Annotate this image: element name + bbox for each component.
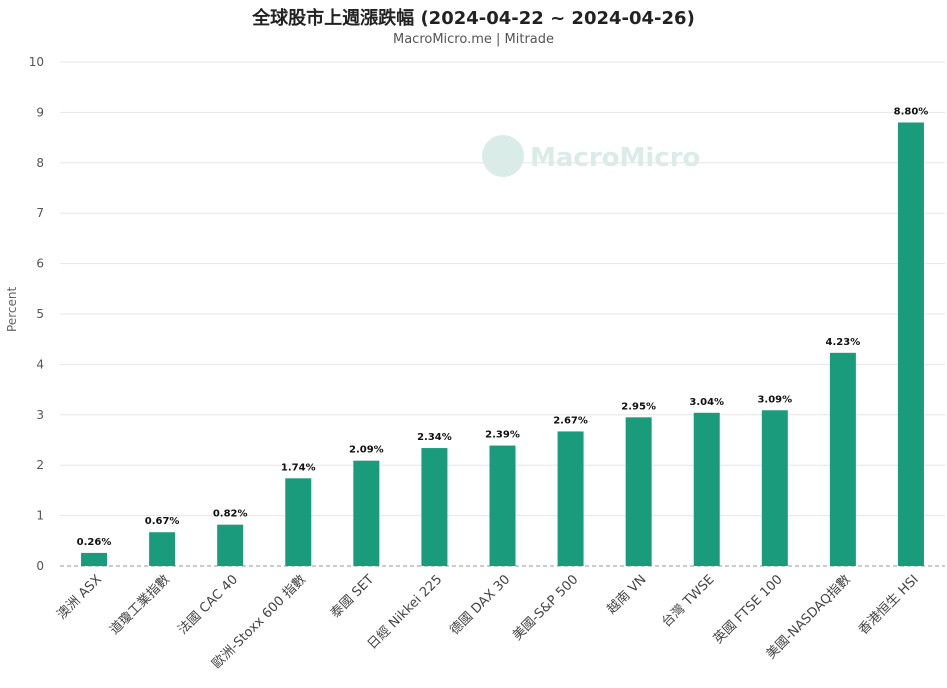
x-tick-label: 越南 VN xyxy=(604,572,650,618)
bar[interactable] xyxy=(353,460,380,566)
y-tick-label: 0 xyxy=(36,559,44,573)
data-label: 2.67% xyxy=(553,415,588,426)
data-label: 2.95% xyxy=(621,401,656,412)
data-label: 2.34% xyxy=(417,432,452,443)
bar[interactable] xyxy=(829,352,856,566)
data-label: 0.82% xyxy=(213,509,248,520)
bar[interactable] xyxy=(81,552,108,566)
y-tick-label: 6 xyxy=(36,257,44,271)
data-label: 2.39% xyxy=(485,430,520,441)
y-tick-label: 8 xyxy=(36,156,44,170)
bar[interactable] xyxy=(489,445,516,566)
x-tick-label: 美國-S&P 500 xyxy=(510,572,581,643)
x-tick-label: 德國 DAX 30 xyxy=(447,572,513,638)
chart-subtitle: MacroMicro.me | Mitrade xyxy=(392,32,555,47)
watermark-logo-icon xyxy=(482,135,524,177)
y-tick-label: 10 xyxy=(29,55,44,69)
x-tick-label: 澳洲 ASX xyxy=(54,571,105,622)
x-tick-label: 香港恒生 HSI xyxy=(856,572,922,638)
data-label: 0.67% xyxy=(145,516,180,527)
data-label: 3.09% xyxy=(757,394,792,405)
bar[interactable] xyxy=(421,448,448,566)
y-tick-label: 1 xyxy=(36,509,44,523)
bar[interactable] xyxy=(897,122,924,566)
x-tick-label: 台灣 TWSE xyxy=(659,572,717,630)
data-label: 2.09% xyxy=(349,445,384,456)
watermark-text: MacroMicro xyxy=(530,143,700,173)
x-tick-label: 英國 FTSE 100 xyxy=(711,572,786,647)
data-label: 8.80% xyxy=(894,106,929,117)
bar[interactable] xyxy=(285,478,312,566)
bar[interactable] xyxy=(761,410,788,566)
x-tick-label: 道瓊工業指數 xyxy=(106,572,172,638)
bar[interactable] xyxy=(557,431,584,566)
data-label: 4.23% xyxy=(826,337,861,348)
y-tick-label: 9 xyxy=(36,105,44,119)
data-label: 1.74% xyxy=(281,462,316,473)
x-tick-label: 法國 CAC 40 xyxy=(176,572,242,638)
y-tick-label: 2 xyxy=(36,458,44,472)
data-label: 3.04% xyxy=(689,397,724,408)
bar[interactable] xyxy=(625,417,652,566)
y-tick-label: 7 xyxy=(36,206,44,220)
y-tick-label: 3 xyxy=(36,408,44,422)
data-label: 0.26% xyxy=(77,537,112,548)
x-tick-label: 日經 Nikkei 225 xyxy=(365,572,445,652)
bar[interactable] xyxy=(217,524,244,566)
x-tick-label: 泰國 SET xyxy=(328,572,377,621)
bar[interactable] xyxy=(693,412,720,566)
chart-title: 全球股市上週漲跌幅 (2024-04-22 ~ 2024-04-26) xyxy=(252,8,695,29)
bar[interactable] xyxy=(149,532,176,566)
y-tick-label: 4 xyxy=(36,357,44,371)
y-tick-label: 5 xyxy=(36,307,44,321)
